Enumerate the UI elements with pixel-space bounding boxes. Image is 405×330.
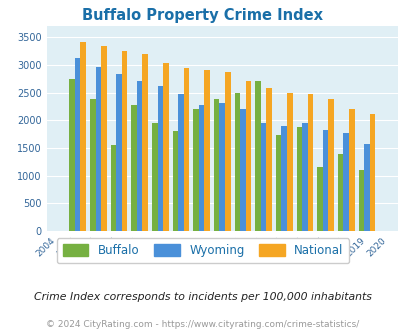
Bar [322,130,328,231]
Bar [122,51,127,231]
Bar [151,123,157,231]
Bar [281,126,286,231]
Bar [358,170,363,231]
Bar [348,109,354,231]
Text: Crime Index corresponds to incidents per 100,000 inhabitants: Crime Index corresponds to incidents per… [34,292,371,302]
Bar [131,105,136,231]
Bar [316,167,322,231]
Bar [193,109,198,231]
Bar [183,68,189,231]
Bar [255,81,260,231]
Bar [307,94,313,231]
Bar [275,135,281,231]
Bar [260,123,266,231]
Bar [337,153,343,231]
Bar [363,144,369,231]
Bar [178,94,183,231]
Bar [224,72,230,231]
Bar [234,93,240,231]
Bar [213,99,219,231]
Bar [75,58,80,231]
Bar [286,93,292,231]
Legend: Buffalo, Wyoming, National: Buffalo, Wyoming, National [56,238,349,263]
Bar [219,103,224,231]
Bar [369,114,374,231]
Bar [198,106,204,231]
Bar [343,133,348,231]
Bar [204,70,209,231]
Text: Buffalo Property Crime Index: Buffalo Property Crime Index [82,8,323,23]
Bar [101,46,107,231]
Bar [142,54,148,231]
Text: © 2024 CityRating.com - https://www.cityrating.com/crime-statistics/: © 2024 CityRating.com - https://www.city… [46,320,359,329]
Bar [266,88,271,231]
Bar [245,81,251,231]
Bar [90,99,95,231]
Bar [136,81,142,231]
Bar [301,123,307,231]
Bar [172,131,178,231]
Bar [69,79,75,231]
Bar [296,127,301,231]
Bar [163,63,168,231]
Bar [80,42,86,231]
Bar [157,85,163,231]
Bar [116,74,121,231]
Bar [110,145,116,231]
Bar [240,109,245,231]
Bar [95,67,101,231]
Bar [328,99,333,231]
